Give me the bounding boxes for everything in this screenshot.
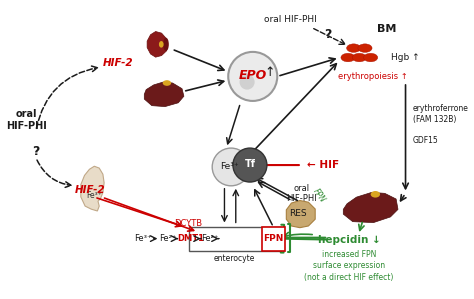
Ellipse shape	[341, 53, 355, 62]
Polygon shape	[147, 31, 167, 57]
Text: DMT1: DMT1	[177, 234, 204, 243]
Text: Fe³⁺: Fe³⁺	[220, 161, 238, 170]
Circle shape	[239, 74, 255, 90]
Polygon shape	[343, 193, 398, 222]
Ellipse shape	[352, 53, 366, 62]
Text: erythroferrone
(FAM 132B): erythroferrone (FAM 132B)	[413, 104, 469, 124]
Text: Tf: Tf	[245, 159, 255, 169]
Text: ?: ?	[32, 145, 39, 158]
Ellipse shape	[358, 44, 372, 52]
Text: Fe³⁺: Fe³⁺	[135, 234, 152, 243]
Text: GDF15: GDF15	[413, 136, 439, 145]
Text: oral HIF-PHI: oral HIF-PHI	[264, 15, 317, 24]
Text: DCYTB: DCYTB	[174, 219, 203, 228]
Ellipse shape	[159, 41, 164, 48]
Text: increased FPN
surface expression
(not a direct HIF effect): increased FPN surface expression (not a …	[304, 250, 393, 282]
Text: HIF-2: HIF-2	[102, 58, 133, 68]
Circle shape	[228, 52, 277, 101]
Text: Hgb ↑: Hgb ↑	[392, 53, 420, 62]
Text: EPO: EPO	[238, 69, 267, 82]
Ellipse shape	[163, 38, 169, 51]
Text: erythropoiesis ↑: erythropoiesis ↑	[337, 72, 407, 81]
Ellipse shape	[163, 80, 171, 86]
Text: Fe²⁺: Fe²⁺	[159, 234, 176, 243]
Polygon shape	[81, 166, 104, 211]
Text: BM: BM	[377, 24, 396, 34]
Text: hepcidin ↓: hepcidin ↓	[318, 235, 380, 245]
FancyBboxPatch shape	[262, 227, 285, 251]
Polygon shape	[286, 201, 315, 228]
Polygon shape	[144, 82, 184, 106]
Circle shape	[212, 148, 250, 186]
Text: oral
HIF-PHI: oral HIF-PHI	[6, 109, 47, 131]
Text: ← HIF: ← HIF	[307, 160, 338, 170]
Text: enterocyte: enterocyte	[213, 254, 255, 263]
FancyBboxPatch shape	[189, 227, 281, 251]
Text: Fe³⁺: Fe³⁺	[86, 191, 102, 200]
Ellipse shape	[346, 44, 361, 52]
Text: Fe²⁺: Fe²⁺	[201, 234, 218, 243]
Ellipse shape	[371, 191, 380, 198]
Ellipse shape	[364, 53, 378, 62]
Text: oral
HIF-PHI: oral HIF-PHI	[286, 184, 317, 203]
Text: HIF-2: HIF-2	[74, 184, 105, 195]
Text: FPN: FPN	[264, 234, 283, 243]
Text: ?: ?	[325, 28, 332, 42]
Text: FPN: FPN	[311, 187, 327, 204]
Circle shape	[233, 148, 267, 182]
Text: ↑: ↑	[264, 66, 275, 79]
Text: RES: RES	[289, 209, 307, 218]
